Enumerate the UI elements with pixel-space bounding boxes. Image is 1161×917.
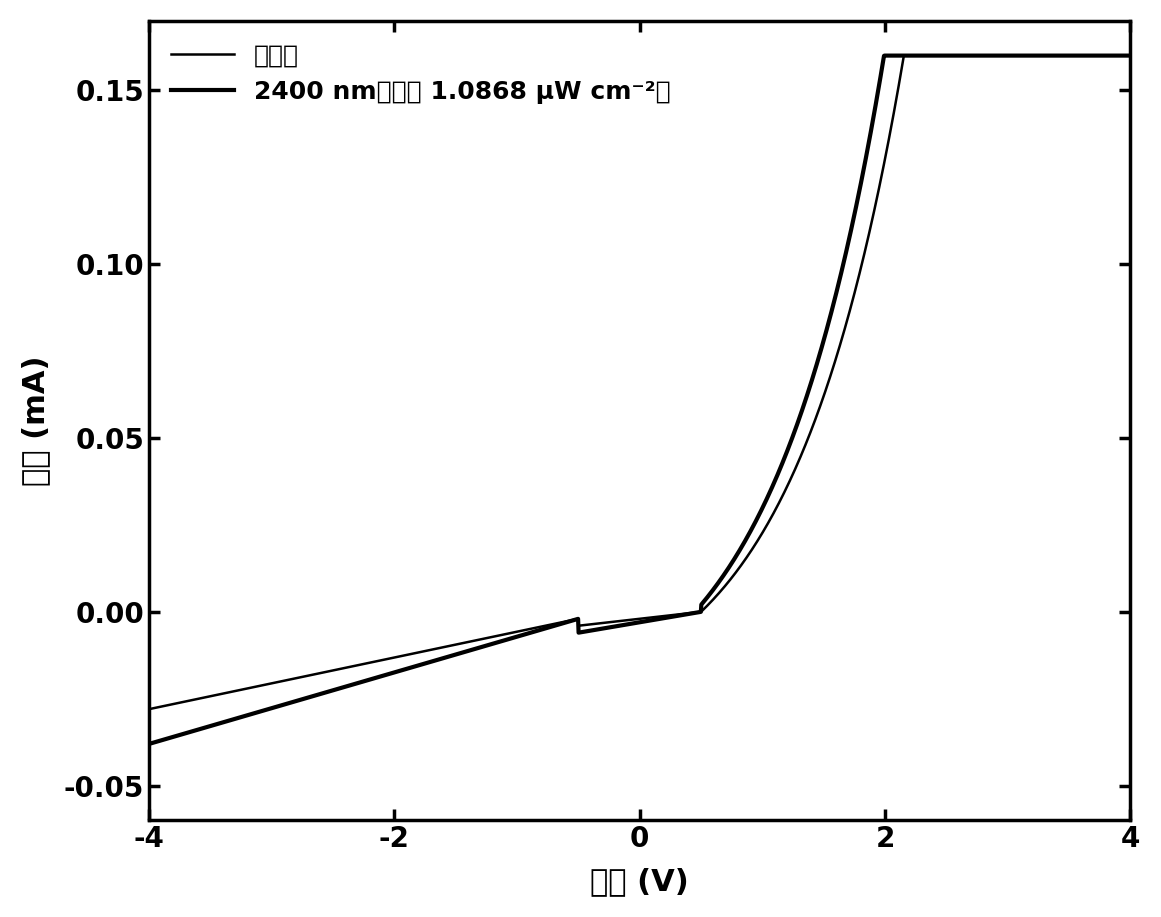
Line: 2400 nm光照（ 1.0868 μW cm⁻²）: 2400 nm光照（ 1.0868 μW cm⁻²） (149, 56, 1131, 744)
2400 nm光照（ 1.0868 μW cm⁻²） (915, 50, 929, 61)
暗条件 (192, 693, 205, 704)
X-axis label: 电压 (V): 电压 (V) (590, 867, 690, 896)
暗条件 (142, 703, 156, 714)
2400 nm光照（ 1.0868 μW cm⁻²） (878, 50, 892, 61)
Legend: 暗条件, 2400 nm光照（ 1.0868 μW cm⁻²）: 暗条件, 2400 nm光照（ 1.0868 μW cm⁻²） (161, 33, 680, 114)
Line: 暗条件: 暗条件 (149, 56, 1131, 709)
暗条件 (1095, 50, 1109, 61)
暗条件 (897, 50, 911, 61)
2400 nm光照（ 1.0868 μW cm⁻²） (1096, 50, 1110, 61)
暗条件 (1096, 50, 1110, 61)
2400 nm光照（ 1.0868 μW cm⁻²） (593, 624, 607, 635)
Y-axis label: 电流 (mA): 电流 (mA) (21, 356, 50, 486)
暗条件 (915, 50, 929, 61)
2400 nm光照（ 1.0868 μW cm⁻²） (1095, 50, 1109, 61)
暗条件 (593, 618, 607, 629)
2400 nm光照（ 1.0868 μW cm⁻²） (142, 738, 156, 749)
2400 nm光照（ 1.0868 μW cm⁻²） (619, 619, 633, 630)
暗条件 (619, 614, 633, 625)
暗条件 (1124, 50, 1138, 61)
2400 nm光照（ 1.0868 μW cm⁻²） (192, 724, 205, 735)
2400 nm光照（ 1.0868 μW cm⁻²） (1124, 50, 1138, 61)
